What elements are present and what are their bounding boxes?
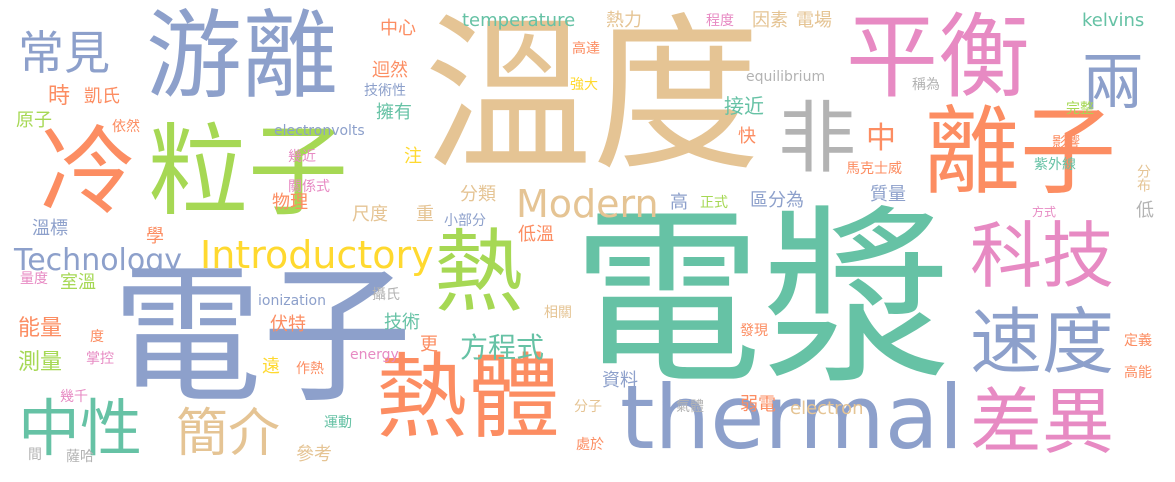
word-ultraviolet: 紫外線 bbox=[1034, 157, 1076, 173]
word-several-thousand: 幾千 bbox=[60, 389, 88, 405]
word-relation: 關係式 bbox=[288, 179, 330, 195]
word-energy-zh: 能量 bbox=[18, 316, 63, 341]
word-distribution: 分布 bbox=[1135, 164, 1151, 192]
word-non: 非 bbox=[778, 94, 857, 184]
word-room-temp: 室溫 bbox=[60, 272, 96, 293]
word-energy-en: energy bbox=[350, 347, 399, 363]
word-note: 注 bbox=[404, 146, 422, 167]
word-particle: 粒子 bbox=[148, 113, 348, 230]
word-difference: 差異 bbox=[970, 380, 1115, 464]
word-influence: 影響 bbox=[1052, 135, 1080, 151]
word-when: 時 bbox=[48, 84, 71, 109]
word-far: 遠 bbox=[262, 356, 280, 377]
word-formal: 正式 bbox=[700, 195, 728, 211]
word-physics: 物理 bbox=[272, 192, 308, 213]
word-define: 定義 bbox=[1124, 333, 1152, 349]
word-equilibrium-en: equilibrium bbox=[746, 69, 826, 85]
word-nearly: 幾近 bbox=[288, 149, 316, 165]
word-equation: 方程式 bbox=[460, 331, 545, 364]
word-equilibrium-zh: 平衡 bbox=[846, 4, 1031, 111]
word-thermodynamics: 熱力 bbox=[606, 10, 642, 31]
word-mass: 質量 bbox=[870, 184, 906, 205]
word-reference: 參考 bbox=[296, 444, 332, 465]
word-technical: 技術性 bbox=[364, 83, 406, 99]
word-complete: 完整 bbox=[1066, 101, 1094, 117]
word-called: 稱為 bbox=[912, 77, 940, 93]
word-technique: 技術 bbox=[384, 312, 420, 333]
word-still: 依然 bbox=[112, 119, 140, 135]
word-scale: 尺度 bbox=[352, 204, 388, 225]
word-technology-en: Technology bbox=[14, 243, 183, 278]
word-ionize: 游離 bbox=[146, 0, 338, 112]
word-cold: 冷 bbox=[40, 116, 136, 228]
word-high-energy: 高能 bbox=[1124, 365, 1152, 381]
word-temperature-en: temperature bbox=[462, 10, 576, 31]
word-study: 學 bbox=[146, 226, 164, 247]
word-temp-scale: 溫標 bbox=[32, 218, 68, 239]
word-distinct: 迴然 bbox=[372, 60, 408, 81]
word-weak-electric: 弱電 bbox=[740, 394, 776, 415]
word-reach: 高達 bbox=[572, 41, 600, 57]
word-electron-en: electron bbox=[790, 398, 864, 419]
word-measure-quantity: 量度 bbox=[20, 271, 48, 287]
word-fast: 快 bbox=[738, 126, 756, 147]
word-powerful: 強大 bbox=[570, 77, 598, 93]
word-more: 更 bbox=[420, 334, 438, 355]
word-possess: 擁有 bbox=[376, 102, 412, 123]
word-speed: 速度 bbox=[970, 300, 1115, 384]
word-data: 資料 bbox=[602, 370, 638, 391]
word-volt: 伏特 bbox=[270, 314, 306, 335]
word-saha: 薩哈 bbox=[66, 449, 94, 465]
word-high: 高 bbox=[670, 192, 688, 213]
word-ionization: ionization bbox=[258, 293, 326, 309]
word-related: 相關 bbox=[544, 305, 572, 321]
word-celsius: 攝氏 bbox=[372, 287, 400, 303]
word-heavy: 重 bbox=[416, 204, 434, 225]
word-maxwell: 馬克士威 bbox=[846, 161, 902, 177]
word-electric-field: 電場 bbox=[796, 10, 832, 31]
word-electron-zh: 電子 bbox=[112, 250, 413, 424]
word-low: 低 bbox=[1136, 200, 1154, 221]
word-control: 掌控 bbox=[86, 351, 114, 367]
word-gas: 氣體 bbox=[676, 399, 704, 415]
word-discover: 發現 bbox=[740, 323, 768, 339]
word-method: 方式 bbox=[1032, 205, 1057, 219]
word-between: 間 bbox=[28, 447, 42, 463]
word-classify: 分類 bbox=[460, 184, 496, 205]
word-degree: 程度 bbox=[706, 13, 734, 29]
word-molecule: 分子 bbox=[574, 399, 602, 415]
word-modern: Modern bbox=[516, 182, 659, 226]
word-common: 常見 bbox=[18, 26, 110, 80]
word-divide-into: 區分為 bbox=[750, 190, 804, 211]
word-plasma: 電漿 bbox=[572, 189, 953, 410]
word-motion: 運動 bbox=[324, 415, 352, 431]
word-deg: 度 bbox=[90, 329, 104, 345]
word-kelvin-zh: 凱氏 bbox=[84, 86, 120, 107]
word-do-heat: 作熱 bbox=[296, 361, 324, 377]
word-thermal: thermal bbox=[620, 366, 964, 469]
word-electronvolts: electronvolts bbox=[274, 123, 365, 139]
word-atom: 原子 bbox=[16, 110, 52, 131]
word-factor: 因素 bbox=[752, 10, 788, 31]
word-technology-zh: 科技 bbox=[970, 214, 1115, 298]
word-middle: 中 bbox=[866, 121, 896, 156]
word-approach: 接近 bbox=[724, 94, 764, 118]
word-heat: 熱 bbox=[434, 220, 524, 325]
word-two: 兩 bbox=[1082, 46, 1145, 119]
word-ion: 離子 bbox=[924, 96, 1116, 208]
word-be-in: 處於 bbox=[576, 437, 604, 453]
word-temperature-zh: 溫度 bbox=[424, 0, 760, 194]
word-measure: 測量 bbox=[18, 350, 63, 375]
word-small-part: 小部分 bbox=[444, 213, 486, 229]
word-neutral: 中性 bbox=[18, 392, 143, 465]
word-kelvins: kelvins bbox=[1082, 10, 1145, 31]
word-intro-zh: 簡介 bbox=[176, 404, 281, 464]
word-thermal-body: 熱體 bbox=[376, 344, 561, 451]
word-introductory: Introductory bbox=[200, 233, 434, 277]
word-low-temp: 低溫 bbox=[518, 224, 554, 245]
word-center: 中心 bbox=[380, 18, 416, 39]
